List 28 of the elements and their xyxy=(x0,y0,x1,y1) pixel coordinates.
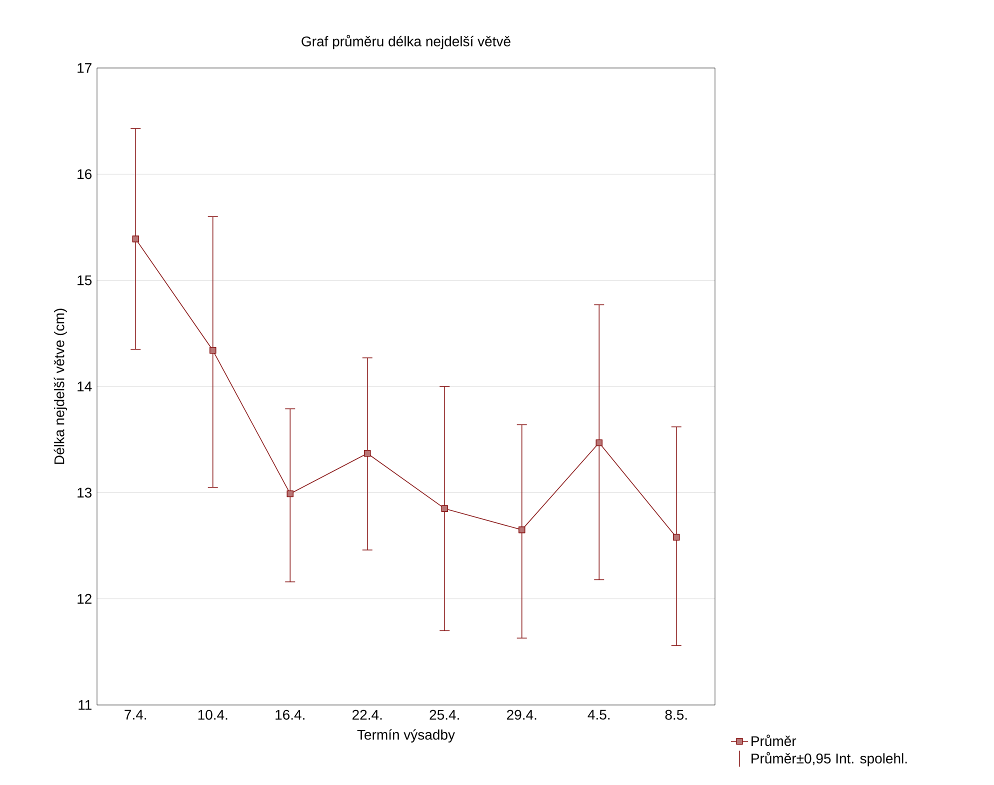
x-tick-label: 8.5. xyxy=(665,710,687,720)
point xyxy=(596,439,603,446)
x-tick-label: 22.4. xyxy=(352,710,382,720)
text: Průměr±0,95 Int. spolehl. xyxy=(752,752,907,766)
y-tick-label: 15 xyxy=(78,275,92,286)
y-tick-label: 12 xyxy=(78,594,92,604)
x-tick-label: 29.4. xyxy=(507,710,536,720)
x-tick-label: 7.4. xyxy=(124,710,146,720)
x-tick-label: 25.4. xyxy=(430,710,459,720)
legend-label: Průměr xyxy=(752,734,796,746)
x-tick-label: 10.4. xyxy=(198,710,228,720)
x-axis-title: Termín výsadby xyxy=(357,729,455,743)
point xyxy=(441,505,448,512)
y-tick-label: 13 xyxy=(78,488,92,498)
x-tick-label: 16.4. xyxy=(276,710,304,720)
y-tick-label: 11 xyxy=(78,700,92,710)
y-axis-title: Délka nejdelší větve (cm) xyxy=(54,308,68,464)
point xyxy=(364,450,371,457)
y-tick-label: 17 xyxy=(78,63,92,73)
point xyxy=(209,346,216,354)
point xyxy=(132,236,140,242)
point xyxy=(286,490,294,498)
x-tick-label: 4.5. xyxy=(588,710,610,720)
y-tick-label: 16 xyxy=(78,169,92,180)
point xyxy=(672,534,680,541)
point xyxy=(518,526,526,534)
chart-title: Graf průměru délka nejdelší větvě xyxy=(302,34,510,50)
y-tick-label: 14 xyxy=(78,382,92,392)
